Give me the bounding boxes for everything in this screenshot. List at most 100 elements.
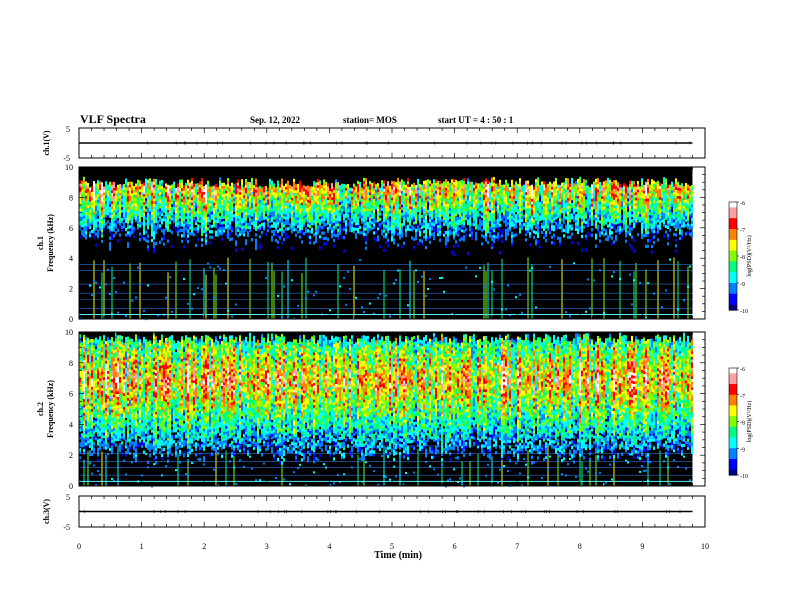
spectrogram-cell [321,185,323,188]
spectrogram-cell [467,252,469,255]
spectrogram-cell [517,184,519,187]
noise-speckle [131,300,133,302]
spectrogram-cell [271,235,273,238]
spectrogram-cell [197,224,199,227]
noise-speckle [369,303,371,305]
noise-speckle [389,316,391,318]
spectrogram-cell [481,234,483,237]
spectrogram-cell [231,226,233,229]
spectrogram-cell [389,186,391,189]
spectrogram-cell [569,225,571,228]
spectrogram-cell [593,223,595,226]
spectrogram-cell [95,244,97,247]
ch1-waveform-panel: 5-5ch.1(V) [42,125,705,163]
spectrogram-cell [187,240,189,243]
spectrogram-cell [571,224,573,227]
spectrogram-cell [583,179,585,182]
spectrogram-cell [305,227,307,230]
noise-speckle [231,316,233,318]
noise-speckle [347,271,349,273]
spectrogram-cell [565,224,567,227]
noise-speckle [147,284,149,286]
spectrogram-cell [307,186,309,189]
spectrogram-cell [313,233,315,236]
spectrogram-cell [141,222,143,225]
spectrogram-cell [457,181,459,184]
noise-speckle [585,311,587,313]
station-label: station= MOS [343,115,397,125]
spectrogram-cell [523,215,525,218]
spectrogram-cell [177,184,179,187]
spectrogram-cell [301,240,303,243]
spectrogram-cell [367,186,369,189]
spectrogram-cell [275,239,277,242]
spectrogram-cell [511,180,513,183]
spectrogram-cell [283,238,285,241]
spectrogram-cell [423,181,425,184]
spectrogram-cell [255,233,257,236]
spectrogram-cell [553,225,555,228]
spectrogram-cell [229,238,231,241]
spectrogram-cell [413,246,415,249]
spectrogram-cell [209,241,211,244]
spectrogram-cell [191,178,193,181]
noise-speckle [385,295,387,297]
spectrogram-cell [439,238,441,241]
spectrogram-cell [295,184,297,187]
spectrogram-cell [193,184,195,187]
spectrogram-cell [287,227,289,230]
spectrogram-cell [123,222,125,225]
noise-speckle [483,286,485,288]
spectrogram-cell [107,220,109,223]
spectrogram-cell [215,184,217,187]
spectrogram-cell [427,223,429,226]
spectrogram-cell [135,183,137,186]
spectrogram-cell [397,178,399,181]
spectrogram-cell [421,239,423,242]
spectrogram-cell [479,219,481,222]
spectrogram-cell [525,181,527,184]
spectrogram-cell [141,184,143,187]
spectrogram-cell [337,229,339,232]
spectrogram-cell [209,186,211,189]
spectrogram-cell [323,242,325,245]
spectrogram-cell [125,233,127,236]
spectrogram-cell [387,244,389,247]
spectrogram-cell [463,178,465,181]
spectrogram-cell [581,183,583,186]
spectrogram-cell [235,249,237,252]
spectrogram-cell [139,181,141,184]
spectrogram-cell [91,230,93,233]
spectrogram-cell [303,232,305,235]
spectrogram-cell [465,228,467,231]
spectrogram-cell [423,236,425,239]
spectrogram-cell [175,229,177,232]
noise-speckle [421,276,423,278]
spectrogram-cell [373,231,375,234]
spectrogram-cell [457,217,459,220]
spectrogram-cell [251,238,253,241]
spectrogram-cell [497,183,499,186]
spectrogram-cell [287,181,289,184]
spectrogram-cell [343,184,345,187]
noise-speckle [165,297,167,299]
spectrogram-cell [159,181,161,184]
spectrogram-cell [491,178,493,181]
spectrogram-cell [539,185,541,188]
spectrogram-cell [303,185,305,188]
spectrogram-cell [377,235,379,238]
noise-speckle [93,280,95,282]
spectrogram-cell [523,185,525,188]
spectrogram-cell [421,185,423,188]
spectrogram-cell [571,213,573,216]
spectrogram-cell [533,236,535,239]
spectrogram-cell [179,229,181,232]
noise-speckle [225,283,227,285]
spectrogram-cell [553,242,555,245]
spectrogram-cell [413,183,415,186]
spectrogram-cell [285,227,287,230]
spectrogram-cell [275,233,277,236]
spectrogram-cell [155,179,157,182]
spectrogram-cell [207,181,209,184]
